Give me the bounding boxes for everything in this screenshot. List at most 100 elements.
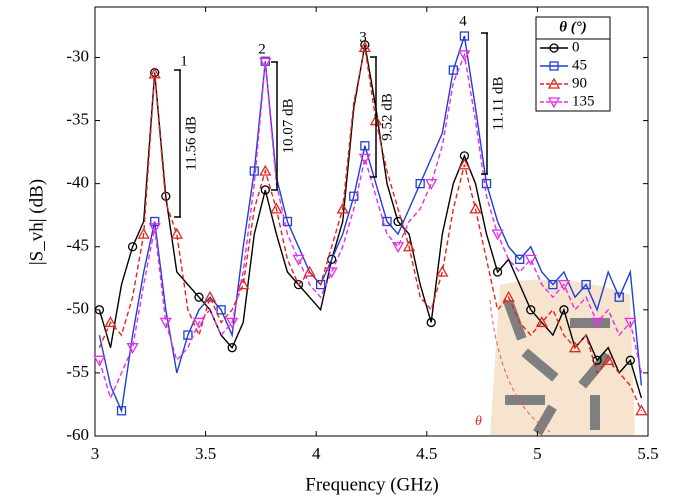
marker (303, 265, 316, 277)
marker (148, 67, 161, 79)
marker (425, 178, 438, 190)
peak-label: 3 (359, 29, 367, 45)
marker (159, 317, 172, 329)
marker (126, 343, 139, 355)
marker (492, 267, 503, 277)
marker (227, 343, 237, 353)
y-tick-label: -60 (66, 425, 89, 444)
marker (282, 216, 293, 227)
marker (549, 61, 559, 71)
marker (491, 229, 504, 241)
y-tick-label: -35 (66, 109, 89, 128)
marker (481, 178, 492, 189)
marker (226, 317, 239, 329)
marker (349, 191, 359, 201)
legend-label: 135 (572, 93, 595, 109)
marker (315, 279, 326, 290)
y-tick-label: -40 (66, 173, 89, 192)
marker (360, 141, 370, 151)
marker (469, 202, 482, 214)
y-tick-label: -45 (66, 236, 89, 255)
x-axis-label: Frequency (GHz) (305, 474, 438, 495)
marker (568, 341, 582, 353)
marker (259, 164, 272, 176)
peak-label: 4 (459, 13, 467, 29)
marker (426, 317, 436, 328)
marker (458, 50, 471, 62)
peak-label: 1 (180, 53, 188, 69)
marker (116, 406, 127, 416)
marker (358, 41, 371, 53)
series-line (98, 47, 643, 412)
marker (203, 290, 217, 302)
legend: θ (°) 0 45 90 135 (535, 16, 611, 112)
marker (293, 279, 304, 290)
marker (459, 31, 470, 41)
x-tick-label: 4.5 (416, 444, 437, 463)
marker (249, 166, 259, 176)
marker (382, 216, 392, 227)
difference-label: 10.07 dB (280, 98, 296, 153)
marker (547, 97, 561, 109)
peak-label: 2 (258, 41, 266, 57)
marker (581, 279, 591, 290)
marker (602, 353, 615, 365)
marker (393, 216, 403, 227)
x-tick-label: 4 (312, 444, 321, 463)
marker (259, 57, 272, 69)
marker (526, 305, 536, 315)
marker (448, 65, 458, 75)
marker (137, 227, 150, 239)
marker (549, 43, 559, 53)
difference-label: 9.52 dB (379, 93, 395, 141)
marker (216, 305, 226, 315)
marker (325, 267, 338, 279)
marker (150, 216, 160, 227)
marker (458, 158, 471, 170)
marker (436, 265, 449, 277)
plot-frame (94, 6, 649, 437)
series-line (98, 44, 643, 399)
difference-label: 11.56 dB (183, 116, 199, 170)
marker (547, 77, 561, 89)
marker (237, 278, 250, 290)
marker (336, 202, 349, 214)
marker (524, 254, 537, 266)
marker (170, 227, 183, 239)
marker (557, 279, 571, 291)
marker (559, 305, 569, 315)
marker (591, 317, 604, 329)
marker (104, 316, 117, 328)
x-tick-label: 5 (533, 444, 542, 463)
legend-label: 90 (572, 75, 587, 91)
y-tick-label: -50 (66, 299, 89, 318)
marker (548, 279, 558, 290)
marker (635, 404, 648, 416)
marker (625, 355, 635, 365)
marker (515, 254, 525, 265)
marker (292, 254, 305, 266)
marker (415, 178, 425, 189)
y-tick-label: -30 (66, 46, 89, 65)
marker (592, 355, 602, 365)
x-tick-label: 5.5 (637, 444, 658, 463)
marker (192, 317, 206, 329)
marker (402, 240, 416, 252)
marker (391, 242, 405, 254)
inset-figure (489, 279, 635, 436)
marker (260, 185, 270, 195)
x-tick-label: 3.5 (195, 444, 216, 463)
inset-label: θ (475, 414, 482, 429)
marker (127, 242, 138, 252)
marker (270, 202, 283, 214)
marker (93, 355, 106, 367)
marker (535, 316, 548, 328)
marker (614, 292, 624, 302)
difference-label: 11.11 dB (490, 77, 506, 131)
legend-box (535, 16, 611, 112)
marker (148, 223, 161, 235)
marker (624, 317, 637, 329)
y-tick-label: -55 (66, 362, 89, 381)
marker (502, 290, 515, 302)
